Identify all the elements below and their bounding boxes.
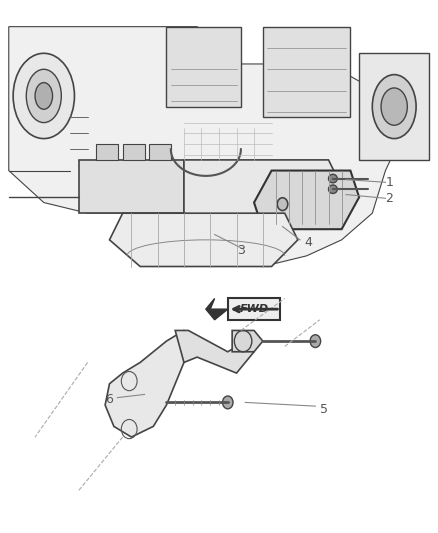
Text: 2: 2	[385, 192, 393, 205]
Ellipse shape	[372, 75, 416, 139]
Polygon shape	[184, 160, 342, 235]
Ellipse shape	[277, 198, 288, 211]
Polygon shape	[123, 144, 145, 160]
Polygon shape	[359, 53, 429, 160]
Polygon shape	[206, 298, 228, 320]
Polygon shape	[79, 160, 184, 213]
Text: 3: 3	[237, 244, 245, 257]
Ellipse shape	[13, 53, 74, 139]
Polygon shape	[175, 330, 254, 373]
Text: FWD: FWD	[240, 304, 268, 314]
Polygon shape	[228, 298, 280, 320]
Ellipse shape	[26, 69, 61, 123]
Polygon shape	[232, 330, 263, 352]
Polygon shape	[9, 27, 403, 266]
Text: 1: 1	[385, 176, 393, 189]
Polygon shape	[149, 144, 171, 160]
Polygon shape	[166, 27, 241, 107]
Text: 5: 5	[320, 403, 328, 416]
Text: 6: 6	[105, 393, 113, 406]
Text: 4: 4	[304, 236, 312, 249]
Polygon shape	[254, 171, 359, 229]
Polygon shape	[96, 144, 118, 160]
Ellipse shape	[310, 335, 321, 348]
Ellipse shape	[381, 88, 407, 125]
Polygon shape	[263, 27, 350, 117]
Polygon shape	[110, 213, 298, 266]
Ellipse shape	[35, 83, 53, 109]
Ellipse shape	[328, 185, 337, 193]
Ellipse shape	[328, 174, 337, 183]
Polygon shape	[105, 330, 197, 437]
Ellipse shape	[223, 396, 233, 409]
